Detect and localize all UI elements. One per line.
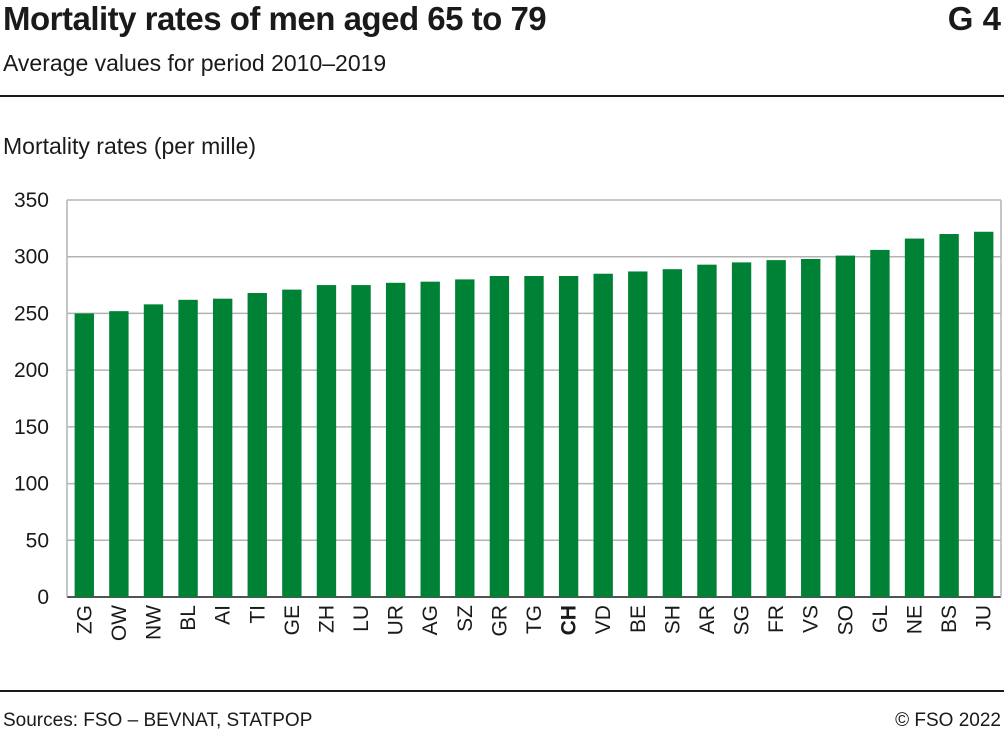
x-tick-label: AR bbox=[696, 605, 719, 634]
bar-ju bbox=[974, 231, 994, 597]
bar-sg bbox=[731, 262, 752, 597]
bar-ge bbox=[282, 289, 302, 597]
bar-sh bbox=[662, 269, 683, 597]
y-tick-label: 300 bbox=[14, 246, 49, 269]
y-tick-label: 0 bbox=[37, 586, 49, 609]
x-tick-label: BE bbox=[627, 605, 650, 633]
x-tick-label: BS bbox=[938, 605, 961, 633]
bottom-rule bbox=[0, 690, 1004, 692]
bar-fr bbox=[766, 260, 786, 597]
x-tick-label: FR bbox=[765, 605, 788, 633]
x-tick-label: NE bbox=[904, 605, 927, 634]
x-tick-label: BL bbox=[177, 605, 200, 631]
chart-subtitle: Average values for period 2010–2019 bbox=[3, 50, 387, 76]
bar-ar bbox=[697, 264, 717, 597]
bar-zg bbox=[74, 313, 94, 597]
x-tick-label: GE bbox=[281, 605, 304, 635]
bar-lu bbox=[351, 285, 371, 597]
x-tick-label: VD bbox=[592, 605, 615, 634]
bar-bl bbox=[178, 299, 198, 597]
bar-ur bbox=[385, 282, 406, 597]
y-tick-label: 100 bbox=[14, 473, 49, 496]
x-tick-label: JU bbox=[973, 605, 996, 631]
x-tick-label: LU bbox=[350, 605, 373, 632]
x-tick-label: OW bbox=[108, 605, 131, 641]
bar-be bbox=[628, 271, 648, 597]
bar-ag bbox=[420, 281, 440, 597]
x-tick-label: GR bbox=[488, 605, 511, 637]
y-axis-label: Mortality rates (per mille) bbox=[3, 133, 257, 159]
bar-chart: 0 50 100 150 200 250 300 350 ZG OW NW BL AI TI GE ZH LU U… bbox=[14, 189, 1002, 641]
x-tick-label: CH bbox=[558, 605, 581, 635]
top-rule bbox=[0, 95, 1004, 97]
bar-sz bbox=[455, 279, 475, 597]
bar-ow bbox=[109, 311, 129, 597]
y-tick-label: 50 bbox=[26, 529, 49, 552]
bar-gl bbox=[870, 249, 890, 597]
bar-nw bbox=[143, 304, 164, 597]
bar-vd bbox=[593, 273, 613, 597]
figure-id: G 4 bbox=[947, 0, 1001, 37]
bar-gr bbox=[489, 275, 510, 597]
bar-tg bbox=[524, 275, 544, 597]
x-tick-label: ZG bbox=[73, 605, 96, 634]
x-tick-label: SG bbox=[731, 605, 754, 635]
bar-ch bbox=[558, 275, 579, 597]
y-tick-label: 350 bbox=[14, 189, 49, 212]
bar-ne bbox=[904, 238, 925, 597]
x-tick-label: VS bbox=[800, 605, 823, 633]
bar-so bbox=[835, 255, 856, 597]
source-note: Sources: FSO – BEVNAT, STATPOP bbox=[3, 710, 313, 731]
x-tick-label: SO bbox=[834, 605, 857, 635]
x-tick-label: SH bbox=[661, 605, 684, 634]
x-tick-label: TG bbox=[523, 605, 546, 634]
bar-zh bbox=[316, 285, 337, 597]
x-tick-label: AI bbox=[212, 605, 235, 625]
x-tick-label: ZH bbox=[315, 605, 338, 633]
x-tick-label: UR bbox=[385, 605, 408, 635]
y-tick-label: 150 bbox=[14, 416, 49, 439]
bar-ai bbox=[212, 298, 233, 597]
bar-vs bbox=[801, 258, 821, 597]
bar-ti bbox=[247, 293, 267, 597]
chart-title: Mortality rates of men aged 65 to 79 bbox=[3, 0, 547, 37]
x-tick-label: TI bbox=[246, 605, 269, 624]
x-tick-label: GL bbox=[869, 605, 892, 633]
y-tick-label: 250 bbox=[14, 302, 49, 325]
x-tick-label: SZ bbox=[454, 605, 477, 632]
copyright-note: © FSO 2022 bbox=[895, 710, 1001, 731]
x-tick-label: NW bbox=[142, 605, 165, 640]
y-tick-label: 200 bbox=[14, 359, 49, 382]
bar-bs bbox=[939, 234, 959, 597]
x-tick-label: AG bbox=[419, 605, 442, 635]
